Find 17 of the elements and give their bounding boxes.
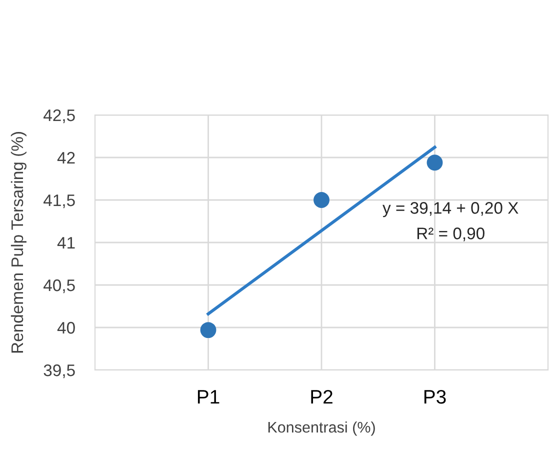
point xyxy=(314,192,330,208)
x-tick-label: P1 xyxy=(198,390,220,404)
x-axis-title: Konsentrasi (%) xyxy=(268,421,375,436)
y-axis-title: Rendemen Pulp Tersaring (%) xyxy=(10,132,26,353)
x-tick-label: P3 xyxy=(424,390,446,404)
point xyxy=(426,154,443,171)
annotation: R² = 0,90 xyxy=(417,228,484,242)
y-tick-label: 42 xyxy=(57,152,75,164)
point xyxy=(200,322,216,338)
y-tick-label: 42,5 xyxy=(44,109,75,124)
y-tick-label: 39,5 xyxy=(44,364,75,378)
y-tick-label: 41,5 xyxy=(44,194,75,208)
x-tick-label: P2 xyxy=(311,390,332,404)
y-tick-label: 40,5 xyxy=(44,279,75,294)
annotation: y = 39,14 + 0,20 X xyxy=(382,202,518,218)
y-tick-label: 41 xyxy=(57,237,75,249)
y-tick-label: 40 xyxy=(57,322,75,334)
